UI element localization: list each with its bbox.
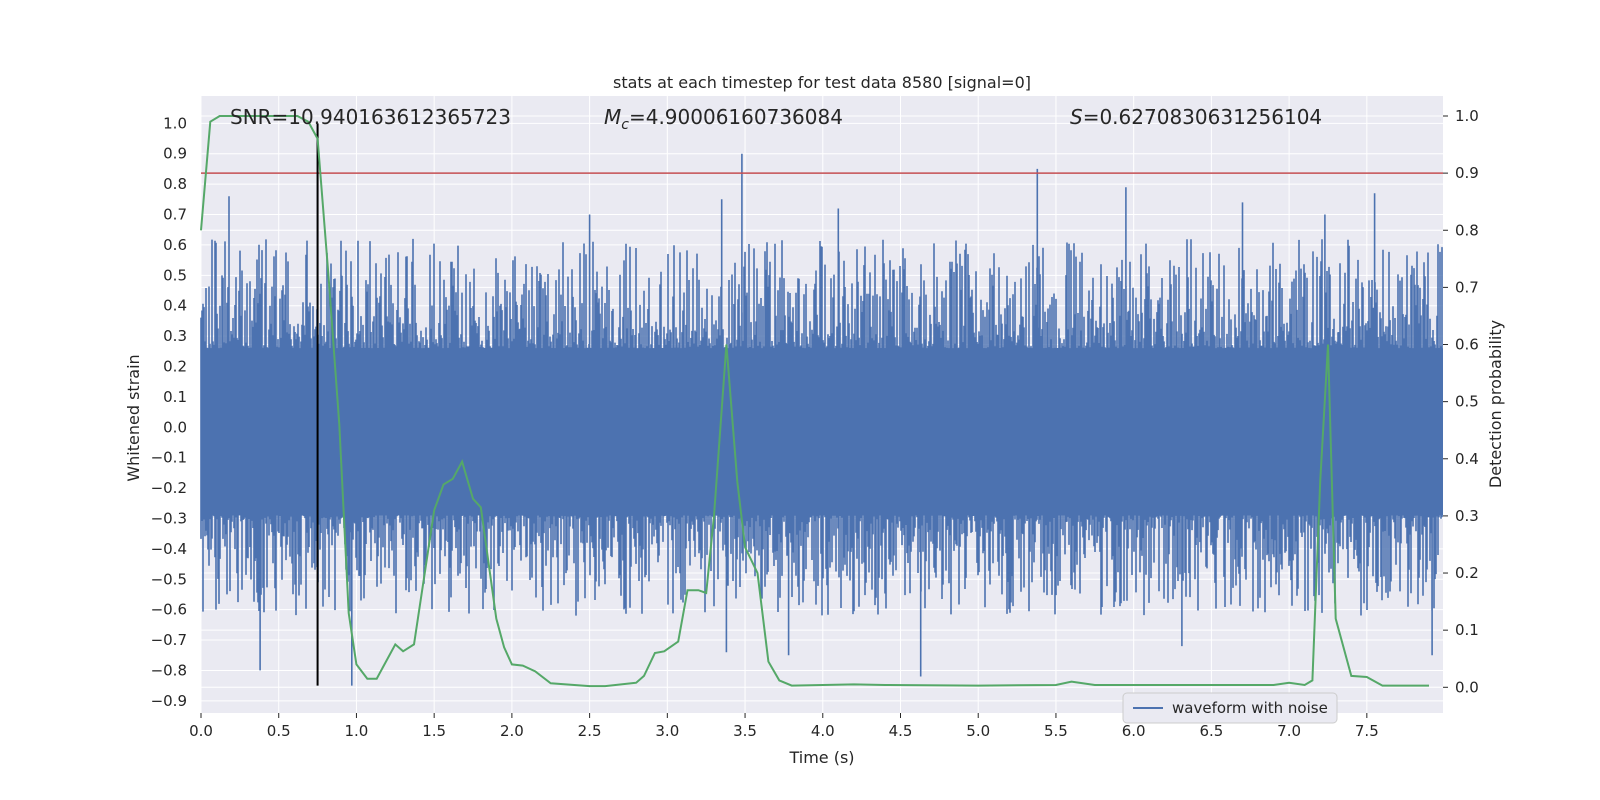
chirp-mass-annotation: Mc=4.90006160736084 (604, 105, 843, 133)
chart-title: stats at each timestep for test data 858… (613, 73, 1031, 92)
x-tick-label: 3.5 (733, 722, 757, 740)
y-tick-label: 0.5 (163, 266, 187, 284)
y-tick-label: −0.3 (151, 509, 187, 527)
y-axis-right-ticks: 1.0 0.9 0.8 0.7 0.6 0.5 0.4 0.3 0.2 0.1 0.0 (1443, 107, 1479, 696)
y-right-tick-label: 0.3 (1455, 507, 1479, 525)
x-tick-label: 4.5 (889, 722, 913, 740)
y-axis-right-label: Detection probability (1486, 320, 1505, 488)
x-tick-label: 0.5 (267, 722, 291, 740)
y-tick-label: −0.5 (151, 570, 187, 588)
chirp-mass-symbol: M (604, 105, 621, 129)
waveform-series (200, 123, 1443, 686)
detection-probability-series (200, 115, 1429, 688)
y-tick-label: 0.0 (163, 418, 187, 436)
y-right-tick-label: 0.4 (1455, 450, 1479, 468)
y-tick-label: 0.3 (163, 327, 187, 345)
y-tick-label: 0.6 (163, 236, 187, 254)
y-tick-label: −0.6 (151, 601, 187, 619)
chirp-mass-subscript: c (621, 117, 629, 133)
y-tick-label: 0.8 (163, 175, 187, 193)
y-tick-label: −0.9 (151, 692, 187, 710)
y-tick-label: −0.4 (151, 540, 187, 558)
x-tick-label: 5.5 (1044, 722, 1068, 740)
y-right-tick-label: 0.8 (1455, 221, 1479, 239)
y-right-tick-label: 0.0 (1455, 678, 1479, 696)
y-right-tick-label: 0.5 (1455, 393, 1479, 411)
y-tick-label: 0.4 (163, 297, 187, 315)
legend: waveform with noise (1122, 692, 1338, 724)
y-right-tick-label: 0.9 (1455, 164, 1479, 182)
x-axis-ticks: 0.0 0.5 1.0 1.5 2.0 2.5 3.0 3.5 4.0 4.5 5.0 5.5 6.0 6… (189, 713, 1379, 740)
x-tick-label: 7.0 (1277, 722, 1301, 740)
y-tick-label: −0.2 (151, 479, 187, 497)
x-tick-label: 4.0 (811, 722, 835, 740)
y-right-tick-label: 0.2 (1455, 564, 1479, 582)
legend-box (1122, 692, 1338, 724)
x-tick-label: 2.0 (500, 722, 524, 740)
y-tick-label: 1.0 (163, 114, 187, 132)
x-tick-label: 1.5 (422, 722, 446, 740)
x-axis-label: Time (s) (788, 748, 854, 767)
x-tick-label: 2.5 (578, 722, 602, 740)
y-right-tick-label: 0.6 (1455, 336, 1479, 354)
y-tick-label: 0.7 (163, 206, 187, 224)
s-annotation: S=0.6270830631256104 (1070, 105, 1322, 129)
x-tick-label: 5.0 (966, 722, 990, 740)
x-tick-label: 1.0 (345, 722, 369, 740)
y-right-tick-label: 1.0 (1455, 107, 1479, 125)
snr-annotation: SNR=10.940163612365723 (230, 105, 511, 129)
y-tick-label: 0.1 (163, 388, 187, 406)
y-axis-left-ticks: 1.0 0.9 0.8 0.7 0.6 0.5 0.4 0.3 0.2 0.1 0.0 −0.1 −0.… (151, 114, 187, 709)
y-tick-label: 0.2 (163, 358, 187, 376)
y-tick-label: −0.7 (151, 631, 187, 649)
x-tick-label: 3.0 (655, 722, 679, 740)
y-right-tick-label: 0.1 (1455, 621, 1479, 639)
s-symbol: S (1070, 105, 1083, 129)
y-right-tick-label: 0.7 (1455, 278, 1479, 296)
y-axis-left-label: Whitened strain (124, 354, 143, 481)
x-tick-label: 6.5 (1199, 722, 1223, 740)
y-tick-label: −0.8 (151, 661, 187, 679)
x-tick-label: 7.5 (1355, 722, 1379, 740)
y-tick-label: 0.9 (163, 145, 187, 163)
y-tick-label: −0.1 (151, 449, 187, 467)
legend-label-waveform: waveform with noise (1172, 699, 1328, 717)
s-value: =0.6270830631256104 (1083, 105, 1322, 129)
waveform-trace (200, 123, 1443, 686)
chirp-mass-value: =4.90006160736084 (629, 105, 843, 129)
x-tick-label: 6.0 (1122, 722, 1146, 740)
x-tick-label: 0.0 (189, 722, 213, 740)
